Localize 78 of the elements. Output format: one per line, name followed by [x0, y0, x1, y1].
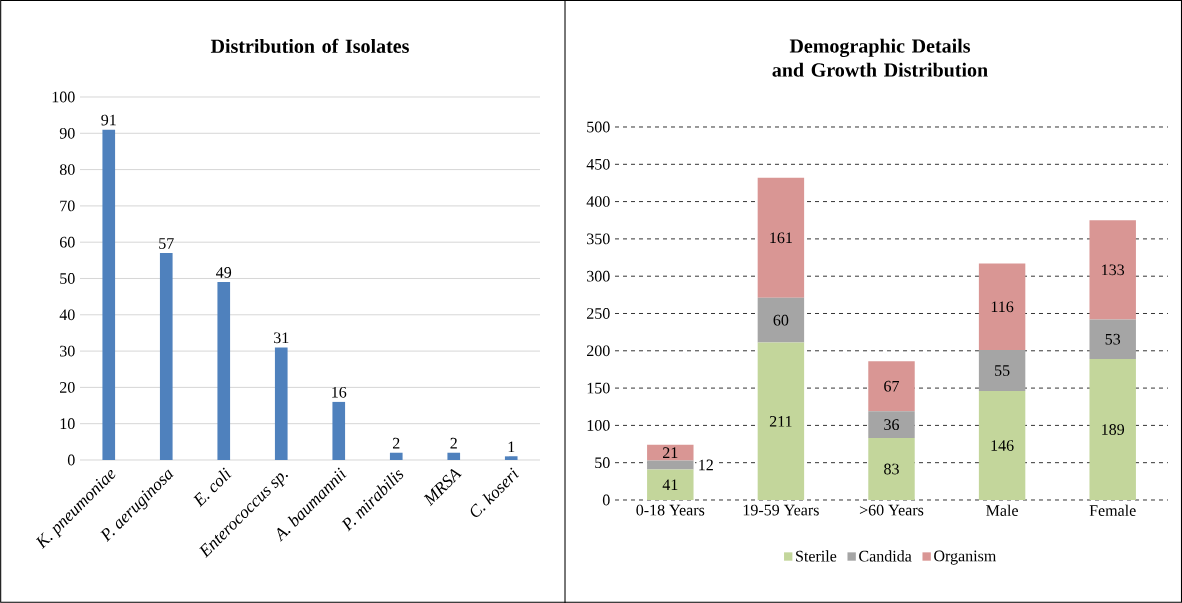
legend-label: Sterile [796, 550, 837, 562]
y-tick-label: 50 [60, 273, 75, 284]
bar [978, 350, 1026, 392]
y-tick-label: 30 [60, 345, 75, 357]
legend-label: Candida [859, 550, 912, 562]
y-tick-label: 40 [59, 309, 75, 321]
data-label: 91 [101, 114, 116, 126]
data-label: 161 [770, 232, 792, 244]
bar [647, 469, 694, 500]
y-tick-label: 70 [60, 200, 75, 212]
y-tick-label: 0 [602, 494, 610, 506]
data-label: 2 [450, 437, 457, 449]
data-label: 2 [392, 437, 400, 449]
data-label: 211 [769, 415, 792, 427]
bar [868, 438, 915, 500]
data-label: 31 [274, 332, 289, 344]
bar [1089, 220, 1136, 320]
data-label: 36 [884, 419, 900, 431]
y-tick-label: 450 [586, 158, 610, 170]
legend-label: Organism [934, 550, 997, 565]
bar [978, 263, 1026, 351]
bar [757, 342, 805, 500]
bar [978, 391, 1026, 500]
chart-title: Demographic Details and Growth Distribution [772, 38, 988, 77]
chart-title: Distribution of Isolates [210, 38, 409, 54]
bar [868, 411, 915, 439]
y-tick-label: 200 [587, 345, 610, 357]
data-label: 21 [663, 447, 678, 458]
bar [757, 177, 805, 298]
bar [1089, 319, 1136, 359]
x-tick-label: >60 Years [859, 504, 924, 516]
y-tick-label: 10 [60, 418, 75, 430]
bar [647, 444, 694, 461]
y-tick-label: 50 [595, 457, 610, 469]
y-tick-label: 100 [587, 419, 610, 431]
bar [159, 253, 173, 460]
bar [447, 452, 461, 460]
data-label: 12 [699, 459, 713, 471]
bar [757, 297, 805, 343]
data-label: 116 [991, 301, 1014, 313]
y-tick-label: 500 [587, 121, 610, 133]
data-label: 49 [216, 267, 232, 278]
bar [102, 129, 116, 460]
bar [389, 452, 403, 460]
data-label: 41 [662, 479, 678, 490]
data-label: 189 [1102, 424, 1125, 435]
y-tick-label: 350 [587, 233, 610, 245]
y-tick-label: 0 [67, 454, 75, 466]
bar [504, 456, 518, 460]
y-tick-label: 300 [587, 270, 610, 282]
x-tick-label: Female [1089, 504, 1136, 516]
data-label: 1 [508, 441, 515, 453]
data-label: 16 [332, 386, 347, 398]
bar [332, 401, 346, 460]
x-tick-label: 0-18 Years [636, 504, 705, 516]
data-label: 57 [159, 238, 174, 249]
x-tick-label: 19-59 Years [743, 504, 819, 516]
bar [647, 460, 694, 470]
data-label: 60 [773, 314, 789, 326]
y-tick-label: 150 [587, 382, 610, 394]
x-tick-label: Male [986, 504, 1018, 516]
bar [1089, 359, 1136, 500]
data-label: 133 [1102, 264, 1125, 276]
data-label: 55 [995, 365, 1010, 376]
bar [868, 361, 915, 412]
data-label: 83 [884, 463, 899, 475]
y-tick-label: 20 [60, 381, 75, 393]
y-tick-label: 400 [586, 196, 610, 207]
data-label: 53 [1105, 333, 1121, 345]
y-tick-label: 80 [59, 164, 75, 175]
y-tick-label: 250 [587, 308, 610, 319]
data-label: 146 [991, 440, 1014, 451]
y-tick-label: 90 [59, 127, 75, 139]
y-tick-label: 60 [59, 236, 75, 248]
data-label: 67 [884, 380, 900, 392]
bar [217, 282, 231, 460]
y-tick-label: 100 [52, 91, 75, 103]
bar [274, 347, 288, 460]
